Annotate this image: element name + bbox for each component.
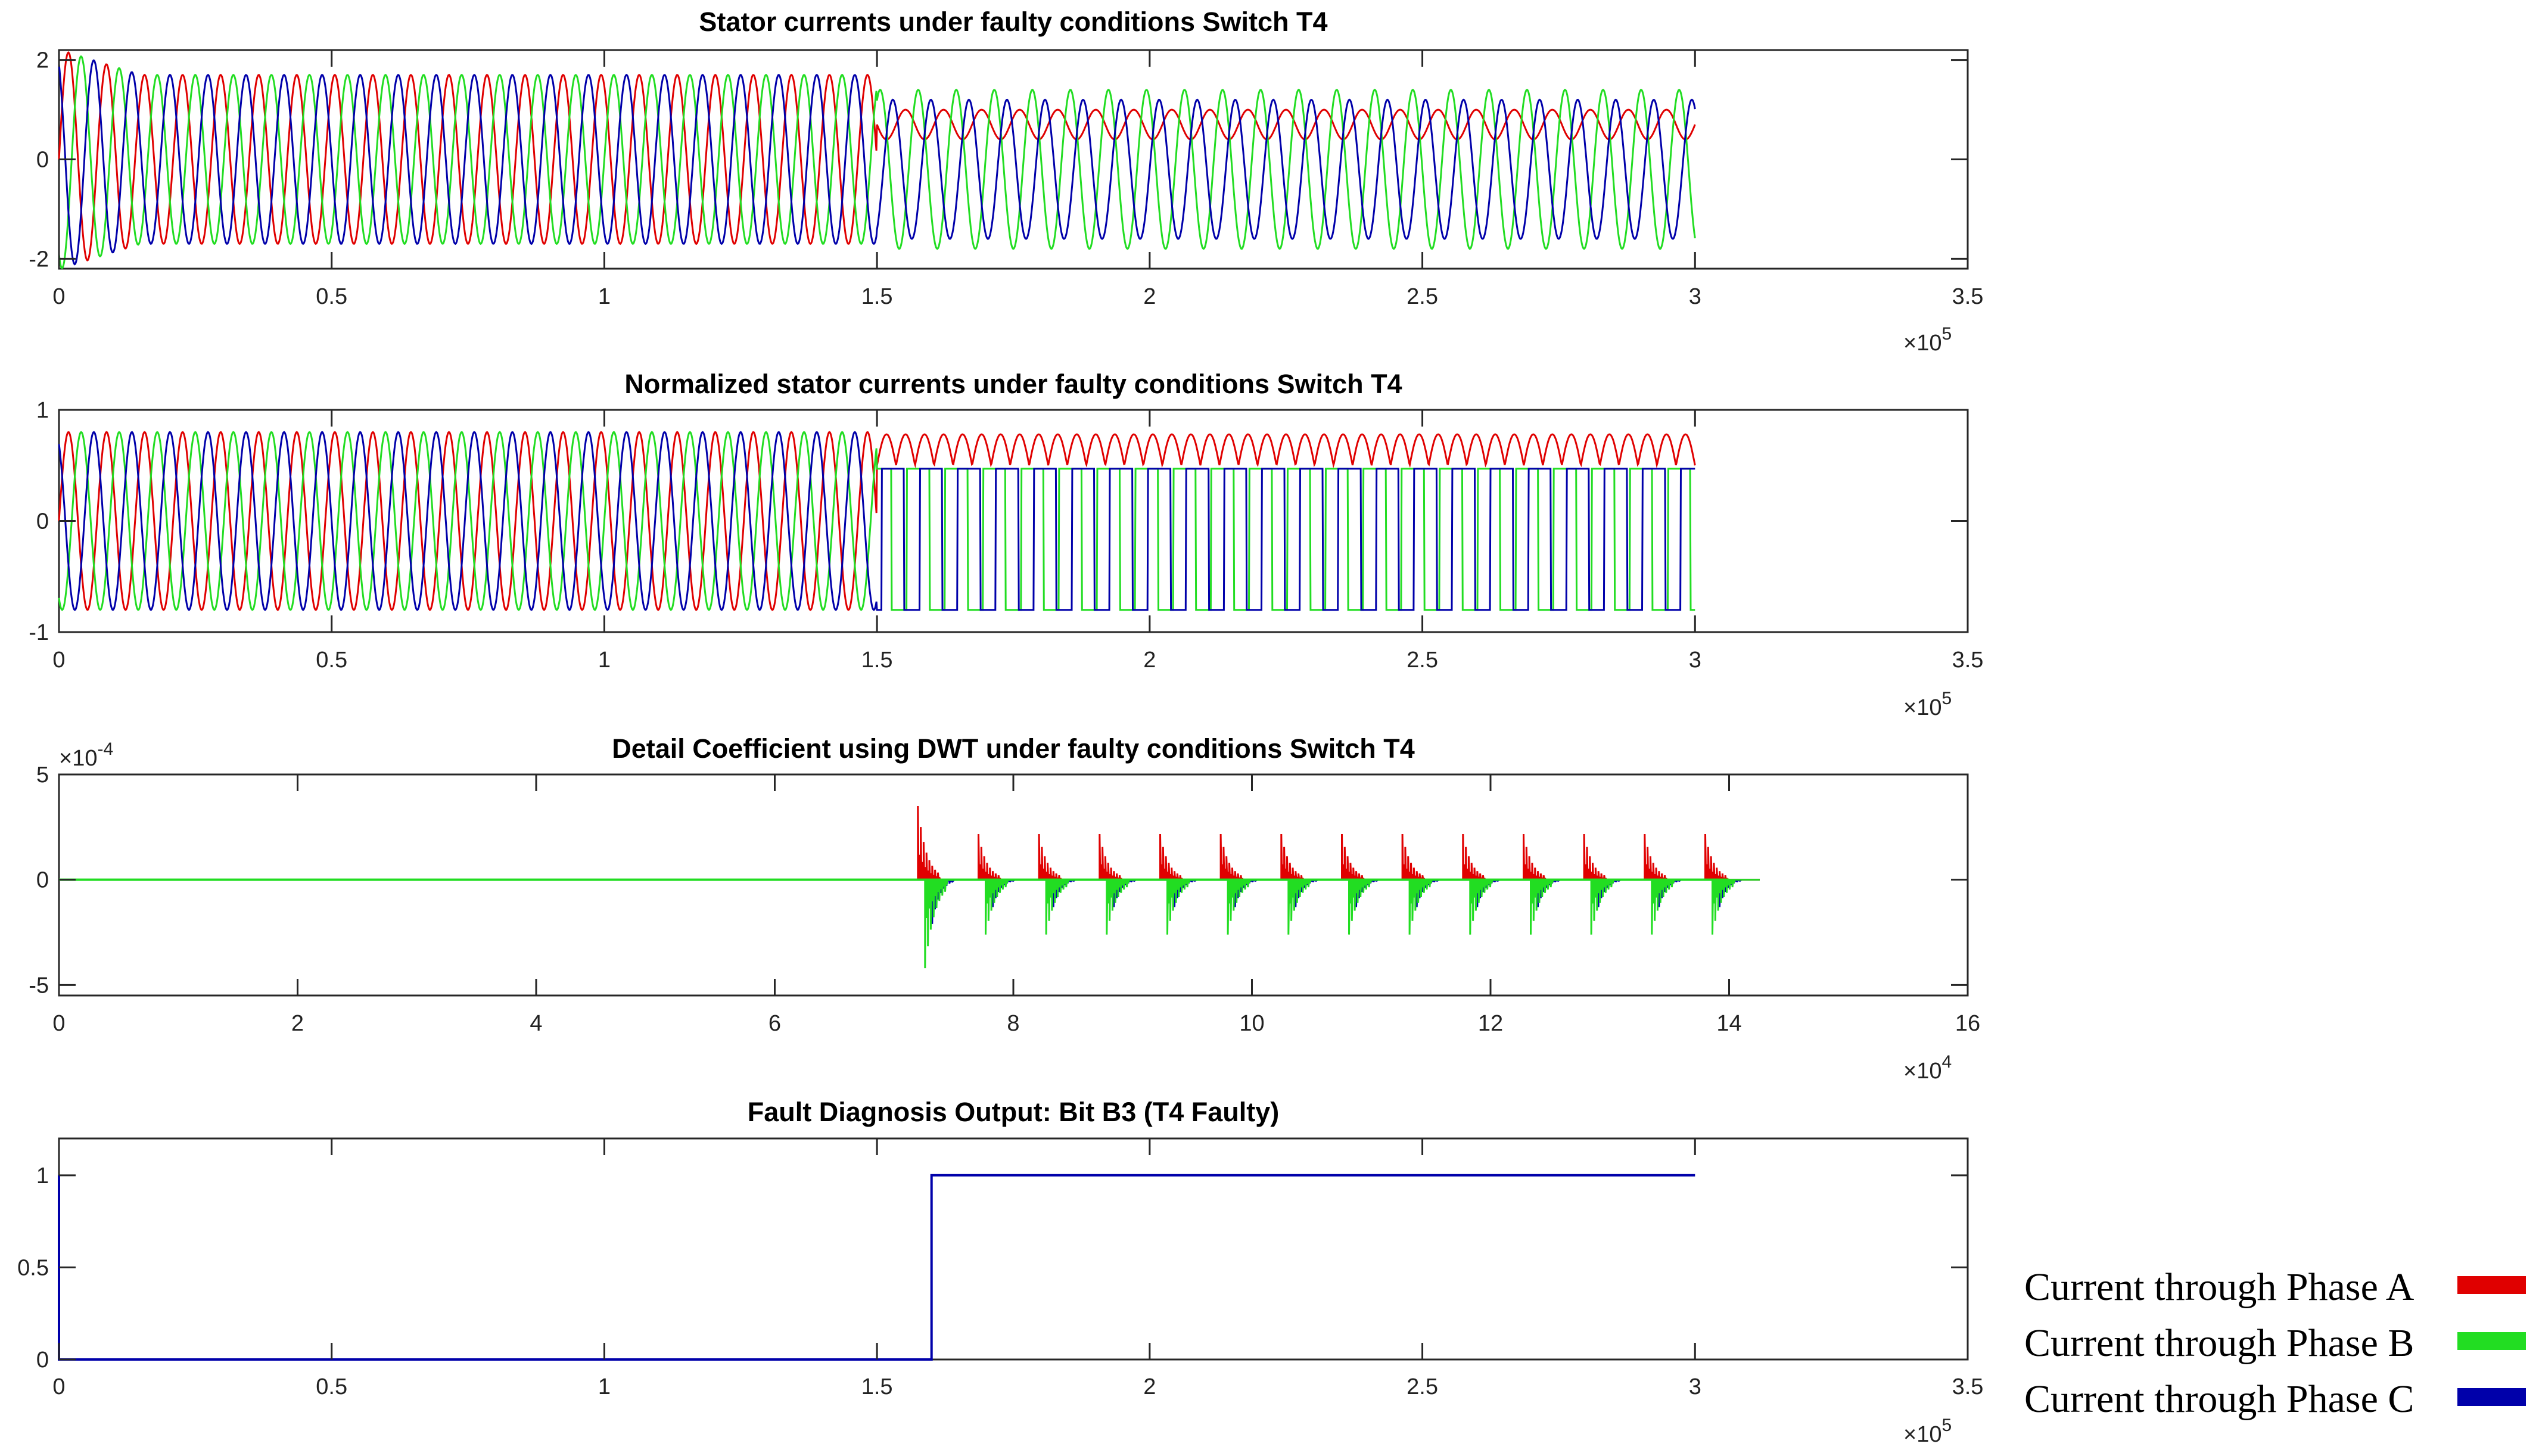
fault-bit-line [58,1174,1695,1361]
panel-stator-currents: Stator currents under faulty conditions … [29,7,1983,356]
x-tick-label: 8 [1007,1011,1019,1036]
phase-c-normalized-line [58,431,1695,611]
y-tick-label: 0 [36,868,49,893]
phase-a-current-line [58,51,1696,262]
y-tick-label: -5 [29,973,49,998]
x-tick-label: 0.5 [316,1374,347,1399]
x-tick-label: 0 [52,648,65,673]
legend-swatch-phase-a [2457,1276,2526,1294]
y-tick-label: -2 [29,247,49,272]
x-tick-label: 0.5 [316,648,347,673]
x-tick-label: 3 [1689,284,1701,309]
panel-1-plot-area [58,51,1696,270]
y-tick-label: 0 [36,148,49,173]
x-tick-label: 10 [1239,1011,1264,1036]
panel-4-ticks: 0 0.5 1 1.5 2 2.5 3 3.5 0 0.5 1 [17,1138,1983,1399]
x-tick-label: 0 [52,1374,65,1399]
x-tick-label: 1.5 [861,284,893,309]
x-tick-label: 1.5 [861,1374,893,1399]
legend: Current through Phase A Current through … [2024,1265,2526,1421]
panel-3-axes [58,773,1969,997]
panel-4-plot-area [58,1174,1695,1361]
x-tick-label: 6 [768,1011,781,1036]
x-tick-label: 3.5 [1952,284,1984,309]
panel-4-axes [58,1137,1969,1361]
x-tick-label: 2 [1143,648,1156,673]
x-tick-label: 16 [1955,1011,1980,1036]
panel-2-title: Normalized stator currents under faulty … [624,369,1402,399]
legend-label-phase-c: Current through Phase C [2024,1377,2414,1421]
panel-2-plot-area [58,431,1696,611]
panel-3-title: Detail Coefficient using DWT under fault… [612,733,1415,764]
phase-b-current-line [58,55,1696,270]
x-tick-label: 12 [1478,1011,1503,1036]
panel-1-title: Stator currents under faulty conditions … [699,7,1327,37]
x-tick-label: 3 [1689,648,1701,673]
y-tick-label: 0.5 [17,1255,49,1280]
panel-fault-diagnosis: Fault Diagnosis Output: Bit B3 (T4 Fault… [17,1097,1983,1447]
x-tick-label: 1.5 [861,648,893,673]
x-tick-label: 0 [52,284,65,309]
x-tick-label: 2.5 [1407,284,1438,309]
panel-4-x-multiplier: ×105 [1903,1415,1952,1447]
y-tick-label: 1 [36,398,49,423]
panel-3-x-multiplier: ×104 [1903,1052,1952,1084]
panel-3-plot-area [59,805,1760,969]
y-tick-label: -1 [29,620,49,645]
x-tick-label: 0.5 [316,284,347,309]
panel-2-ticks: 0 0.5 1 1.5 2 2.5 3 3.5-101 [29,398,1983,673]
x-tick-label: 1 [598,1374,611,1399]
legend-swatch-phase-b [2457,1332,2526,1350]
x-tick-label: 2.5 [1407,1374,1438,1399]
panel-normalized-currents: Normalized stator currents under faulty … [29,369,1983,720]
panel-2-x-multiplier: ×105 [1903,689,1952,720]
y-tick-label: 1 [36,1163,49,1189]
phase-c-current-line [58,59,1696,266]
x-tick-label: 2 [291,1011,304,1036]
legend-swatch-phase-c [2457,1388,2526,1406]
x-tick-label: 14 [1716,1011,1741,1036]
x-tick-label: 0 [52,1011,65,1036]
panel-1-ticks: 0 0.5 1 1.5 2 2.5 3 3.5-202 [29,48,1983,309]
x-tick-label: 3.5 [1952,1374,1984,1399]
legend-label-phase-b: Current through Phase B [2024,1321,2414,1365]
x-tick-label: 2 [1143,1374,1156,1399]
x-tick-label: 2 [1143,284,1156,309]
x-tick-label: 3 [1689,1374,1701,1399]
x-tick-label: 2.5 [1407,648,1438,673]
legend-label-phase-a: Current through Phase A [2024,1265,2414,1309]
x-tick-label: 3.5 [1952,648,1984,673]
panel-4-title: Fault Diagnosis Output: Bit B3 (T4 Fault… [748,1097,1280,1127]
x-tick-label: 1 [598,284,611,309]
y-tick-label: 5 [36,763,49,788]
y-tick-label: 0 [36,509,49,534]
panel-1-x-multiplier: ×105 [1903,324,1952,356]
panel-3-ticks: 0 2 4 6 8 10 12 14 16-505 [29,763,1980,1036]
panel-detail-coefficient: ×10-4 Detail Coefficient using DWT under… [29,733,1980,1084]
y-tick-label: 2 [36,48,49,73]
x-tick-label: 4 [530,1011,542,1036]
y-tick-label: 0 [36,1348,49,1373]
panel-3-y-multiplier: ×10-4 [59,739,113,771]
x-tick-label: 1 [598,648,611,673]
